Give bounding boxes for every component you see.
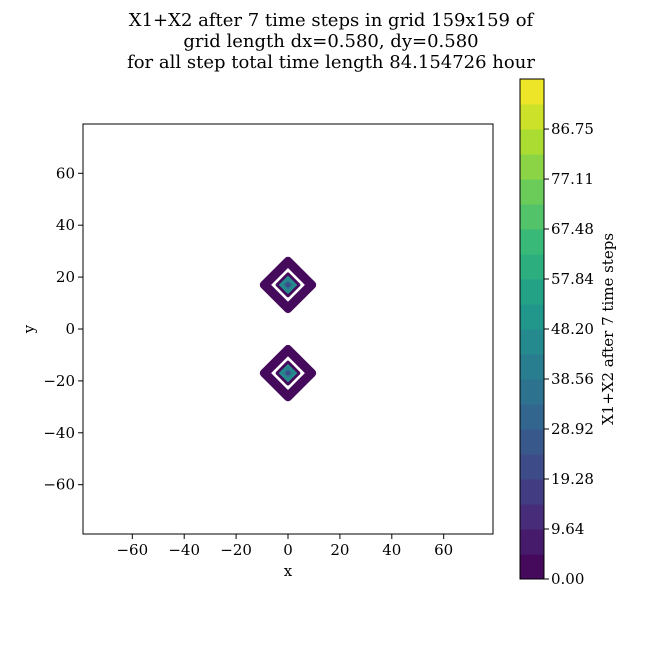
chart-title-line-2: grid length dx=0.580, dy=0.580	[183, 31, 479, 52]
colorbar-band	[520, 554, 544, 580]
colorbar-band	[520, 104, 544, 130]
colorbar-tick-label: 28.92	[551, 420, 594, 438]
colorbar-band	[520, 79, 544, 105]
colorbar-band	[520, 254, 544, 280]
blob-1	[259, 256, 317, 314]
colorbar-tick-label: 19.28	[551, 470, 594, 488]
colorbar-label: X1+X2 after 7 time steps	[599, 233, 617, 425]
colorbar: 0.00 9.64 19.28 28.92 38.56 48.20 57.84 67.48 77…	[519, 78, 617, 588]
colorbar-band	[520, 354, 544, 380]
plot-area: −60 −40 −20 0 20 40 60 −60 −40 −20 0 20 40 60 x y	[20, 123, 494, 580]
colorbar-band	[520, 154, 544, 180]
chart-title: X1+X2 after 7 time steps in grid 159x159…	[0, 10, 662, 73]
y-tick-label: −40	[43, 424, 75, 442]
colorbar-band	[520, 179, 544, 205]
colorbar-tick-label: 86.75	[551, 120, 594, 138]
colorbar-band	[520, 429, 544, 455]
x-tick-label: −20	[220, 541, 252, 559]
y-tick-label: 20	[56, 268, 75, 286]
x-tick-label: 0	[283, 541, 293, 559]
x-tick-label: 40	[382, 541, 401, 559]
x-tick-label: 60	[434, 541, 453, 559]
blob-center-dot	[285, 370, 291, 376]
chart-title-line-1: X1+X2 after 7 time steps in grid 159x159…	[128, 10, 534, 31]
colorbar-band	[520, 204, 544, 230]
x-axis-label: x	[284, 562, 293, 580]
y-tick-label: −60	[43, 476, 75, 494]
colorbar-tick-label: 38.56	[551, 370, 594, 388]
colorbar-tick-label: 48.20	[551, 320, 594, 338]
colorbar-band	[520, 454, 544, 480]
blob-center-dot	[285, 282, 291, 288]
colorbar-tick-label: 77.11	[551, 170, 594, 188]
colorbar-band	[520, 279, 544, 305]
colorbar-bands	[520, 79, 544, 580]
colorbar-band	[520, 529, 544, 555]
colorbar-band	[520, 479, 544, 505]
colorbar-band	[520, 229, 544, 255]
x-tick-label: 20	[330, 541, 349, 559]
x-tick-label: −60	[116, 541, 148, 559]
chart-title-line-3: for all step total time length 84.154726…	[127, 52, 535, 73]
colorbar-band	[520, 329, 544, 355]
colorbar-band	[520, 379, 544, 405]
colorbar-tick-label: 67.48	[551, 220, 594, 238]
y-axis-ticks: −60 −40 −20 0 20 40 60	[43, 164, 83, 494]
y-tick-label: 40	[56, 216, 75, 234]
blob-2	[259, 344, 317, 402]
y-tick-label: −20	[43, 372, 75, 390]
y-tick-label: 0	[65, 320, 75, 338]
colorbar-tick-label: 9.64	[551, 520, 584, 538]
x-axis-ticks: −60 −40 −20 0 20 40 60	[116, 534, 453, 559]
y-axis-label: y	[20, 324, 38, 334]
plot-frame	[82, 123, 494, 535]
colorbar-tick-label: 0.00	[551, 570, 584, 588]
colorbar-band	[520, 304, 544, 330]
colorbar-tick-label: 57.84	[551, 270, 594, 288]
colorbar-band	[520, 504, 544, 530]
colorbar-band	[520, 404, 544, 430]
x-tick-label: −40	[168, 541, 200, 559]
colorbar-ticks: 0.00 9.64 19.28 28.92 38.56 48.20 57.84 67.48 77…	[544, 120, 594, 588]
heatmap-blobs	[259, 256, 317, 402]
colorbar-band	[520, 129, 544, 155]
y-tick-label: 60	[56, 164, 75, 182]
